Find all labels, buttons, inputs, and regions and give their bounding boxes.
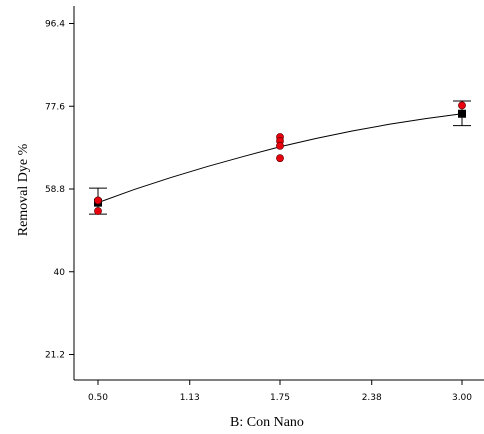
tick-labels-layer: 21.2 40 58.8 77.6 96.4 0.50 1.13 1.75 2.38 3.00 <box>45 20 472 404</box>
y-tick-label: 21.2 <box>45 351 65 361</box>
x-tick-label: 2.38 <box>362 393 382 403</box>
design-point <box>94 196 102 205</box>
design-point <box>276 154 284 163</box>
y-tick-label: 96.4 <box>45 20 65 30</box>
prediction-mean-marker <box>458 109 466 118</box>
y-tick-label: 77.6 <box>45 102 65 112</box>
x-tick-label: 0.50 <box>88 393 108 403</box>
design-points-layer <box>94 101 466 215</box>
y-tick-label: 58.8 <box>45 185 65 195</box>
x-tick-label: 3.00 <box>452 393 472 403</box>
x-tick-label: 1.13 <box>180 393 200 403</box>
x-tick-label: 1.75 <box>270 393 290 403</box>
x-axis-title: B: Con Nano <box>230 415 304 430</box>
y-tick-label: 40 <box>54 268 66 278</box>
y-axis-title: Removal Dye % <box>16 143 31 236</box>
axes <box>69 6 484 385</box>
design-point <box>458 101 466 110</box>
design-point <box>276 141 284 150</box>
design-point <box>94 207 102 215</box>
